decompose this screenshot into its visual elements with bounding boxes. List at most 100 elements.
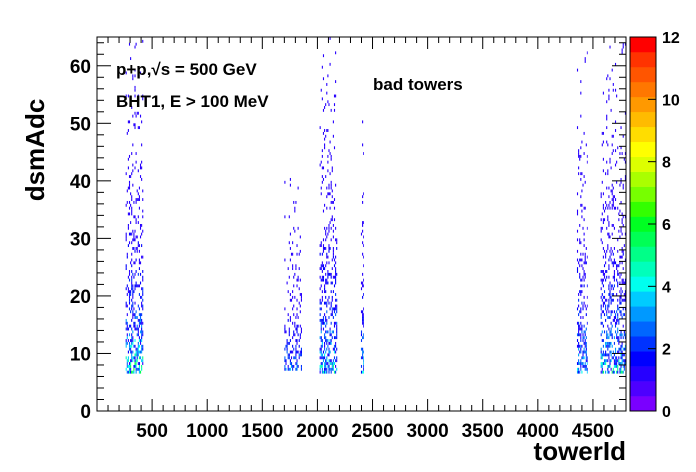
heatmap-cell [618, 212, 620, 216]
heatmap-cell [324, 353, 326, 357]
heatmap-cell [335, 293, 337, 296]
heatmap-cell [297, 364, 299, 368]
heatmap-cell [618, 272, 620, 276]
heatmap-cell [330, 362, 332, 365]
heatmap-cell [128, 241, 131, 245]
heatmap-cell [325, 229, 327, 233]
heatmap-cell [141, 321, 143, 325]
heatmap-cell [606, 126, 608, 130]
heatmap-cell [320, 264, 322, 268]
heatmap-cell [576, 339, 579, 342]
heatmap-cell [135, 284, 137, 288]
heatmap-cell [141, 313, 143, 317]
heatmap-cell [602, 272, 604, 276]
heatmap-cell [614, 163, 617, 167]
heatmap-cell [623, 362, 625, 365]
heatmap-cell [610, 301, 612, 305]
heatmap-cell [326, 330, 328, 334]
heatmap-cell [125, 356, 127, 360]
heatmap-cell [300, 327, 302, 331]
heatmap-cell [619, 298, 621, 302]
heatmap-cell [336, 241, 338, 245]
heatmap-cell [290, 362, 293, 365]
heatmap-cell [327, 232, 329, 236]
heatmap-cell [576, 249, 579, 253]
heatmap-cell [586, 321, 588, 325]
heatmap-cell [125, 287, 127, 291]
heatmap-cell [324, 267, 326, 271]
heatmap-cell [609, 364, 611, 368]
heatmap-cell [319, 370, 321, 374]
heatmap-cell [607, 336, 609, 340]
heatmap-cell [617, 249, 619, 253]
heatmap-cell [125, 367, 127, 371]
heatmap-cell [289, 293, 291, 296]
heatmap-cell [606, 100, 608, 104]
heatmap-cell [286, 341, 288, 345]
heatmap-cell [606, 77, 608, 81]
heatmap-cell [612, 134, 614, 138]
heatmap-cell [135, 200, 137, 204]
heatmap-cell [136, 367, 138, 371]
heatmap-cell [130, 310, 132, 314]
heatmap-cell [613, 316, 615, 319]
heatmap-cell [322, 249, 325, 253]
heatmap-cell [623, 244, 625, 248]
heatmap-cell [335, 183, 337, 187]
heatmap-cell [600, 192, 602, 196]
heatmap-cell [360, 232, 363, 236]
heatmap-cell [601, 330, 603, 334]
heatmap-cell [614, 88, 617, 92]
heatmap-cell [610, 350, 612, 354]
heatmap-cell [622, 336, 624, 340]
heatmap-cell [584, 350, 586, 354]
heatmap-cell [622, 249, 624, 253]
heatmap-cell [322, 264, 325, 268]
heatmap-cell [613, 195, 615, 199]
heatmap-cell [605, 261, 607, 265]
heatmap-cell [330, 281, 332, 285]
heatmap-cell [576, 307, 579, 311]
heatmap-cell [624, 336, 626, 340]
heatmap-cell [326, 339, 328, 342]
heatmap-cell [335, 261, 337, 265]
heatmap-cell [329, 140, 331, 144]
heatmap-cell [601, 356, 603, 360]
heatmap-cell [601, 212, 603, 216]
heatmap-cell [606, 344, 608, 348]
heatmap-cell [622, 359, 624, 363]
heatmap-cell [289, 183, 291, 187]
heatmap-cell [137, 327, 139, 331]
heatmap-cell [363, 307, 364, 311]
heatmap-cell [128, 278, 131, 282]
heatmap-cell [584, 258, 586, 262]
heatmap-cell [581, 209, 583, 213]
heatmap-cell [582, 362, 584, 365]
heatmap-cell [132, 74, 134, 78]
heatmap-cell [607, 169, 609, 173]
heatmap-cell [581, 330, 583, 334]
heatmap-cell [616, 362, 618, 365]
collision-annotation: p+p,√s = 500 GeV [116, 60, 257, 79]
heatmap-cell [621, 362, 623, 365]
heatmap-cell [285, 362, 287, 365]
heatmap-cell [363, 350, 364, 354]
color-scale-bin [630, 396, 656, 412]
heatmap-cell [332, 200, 334, 204]
heatmap-cell [137, 97, 139, 101]
heatmap-cell [141, 287, 143, 291]
heatmap-cell [142, 275, 144, 279]
heatmap-cell [362, 120, 364, 124]
heatmap-cell [333, 307, 336, 311]
color-scale-bin [630, 216, 656, 232]
heatmap-cell [608, 336, 610, 340]
heatmap-cell [141, 336, 143, 340]
heatmap-cell [601, 180, 603, 184]
heatmap-cell [581, 327, 583, 331]
heatmap-cell [333, 362, 336, 365]
color-scale-bin [630, 381, 656, 397]
heatmap-cell [336, 298, 338, 302]
heatmap-cell [137, 341, 139, 345]
heatmap-cell [127, 244, 129, 248]
heatmap-cell [138, 318, 140, 322]
